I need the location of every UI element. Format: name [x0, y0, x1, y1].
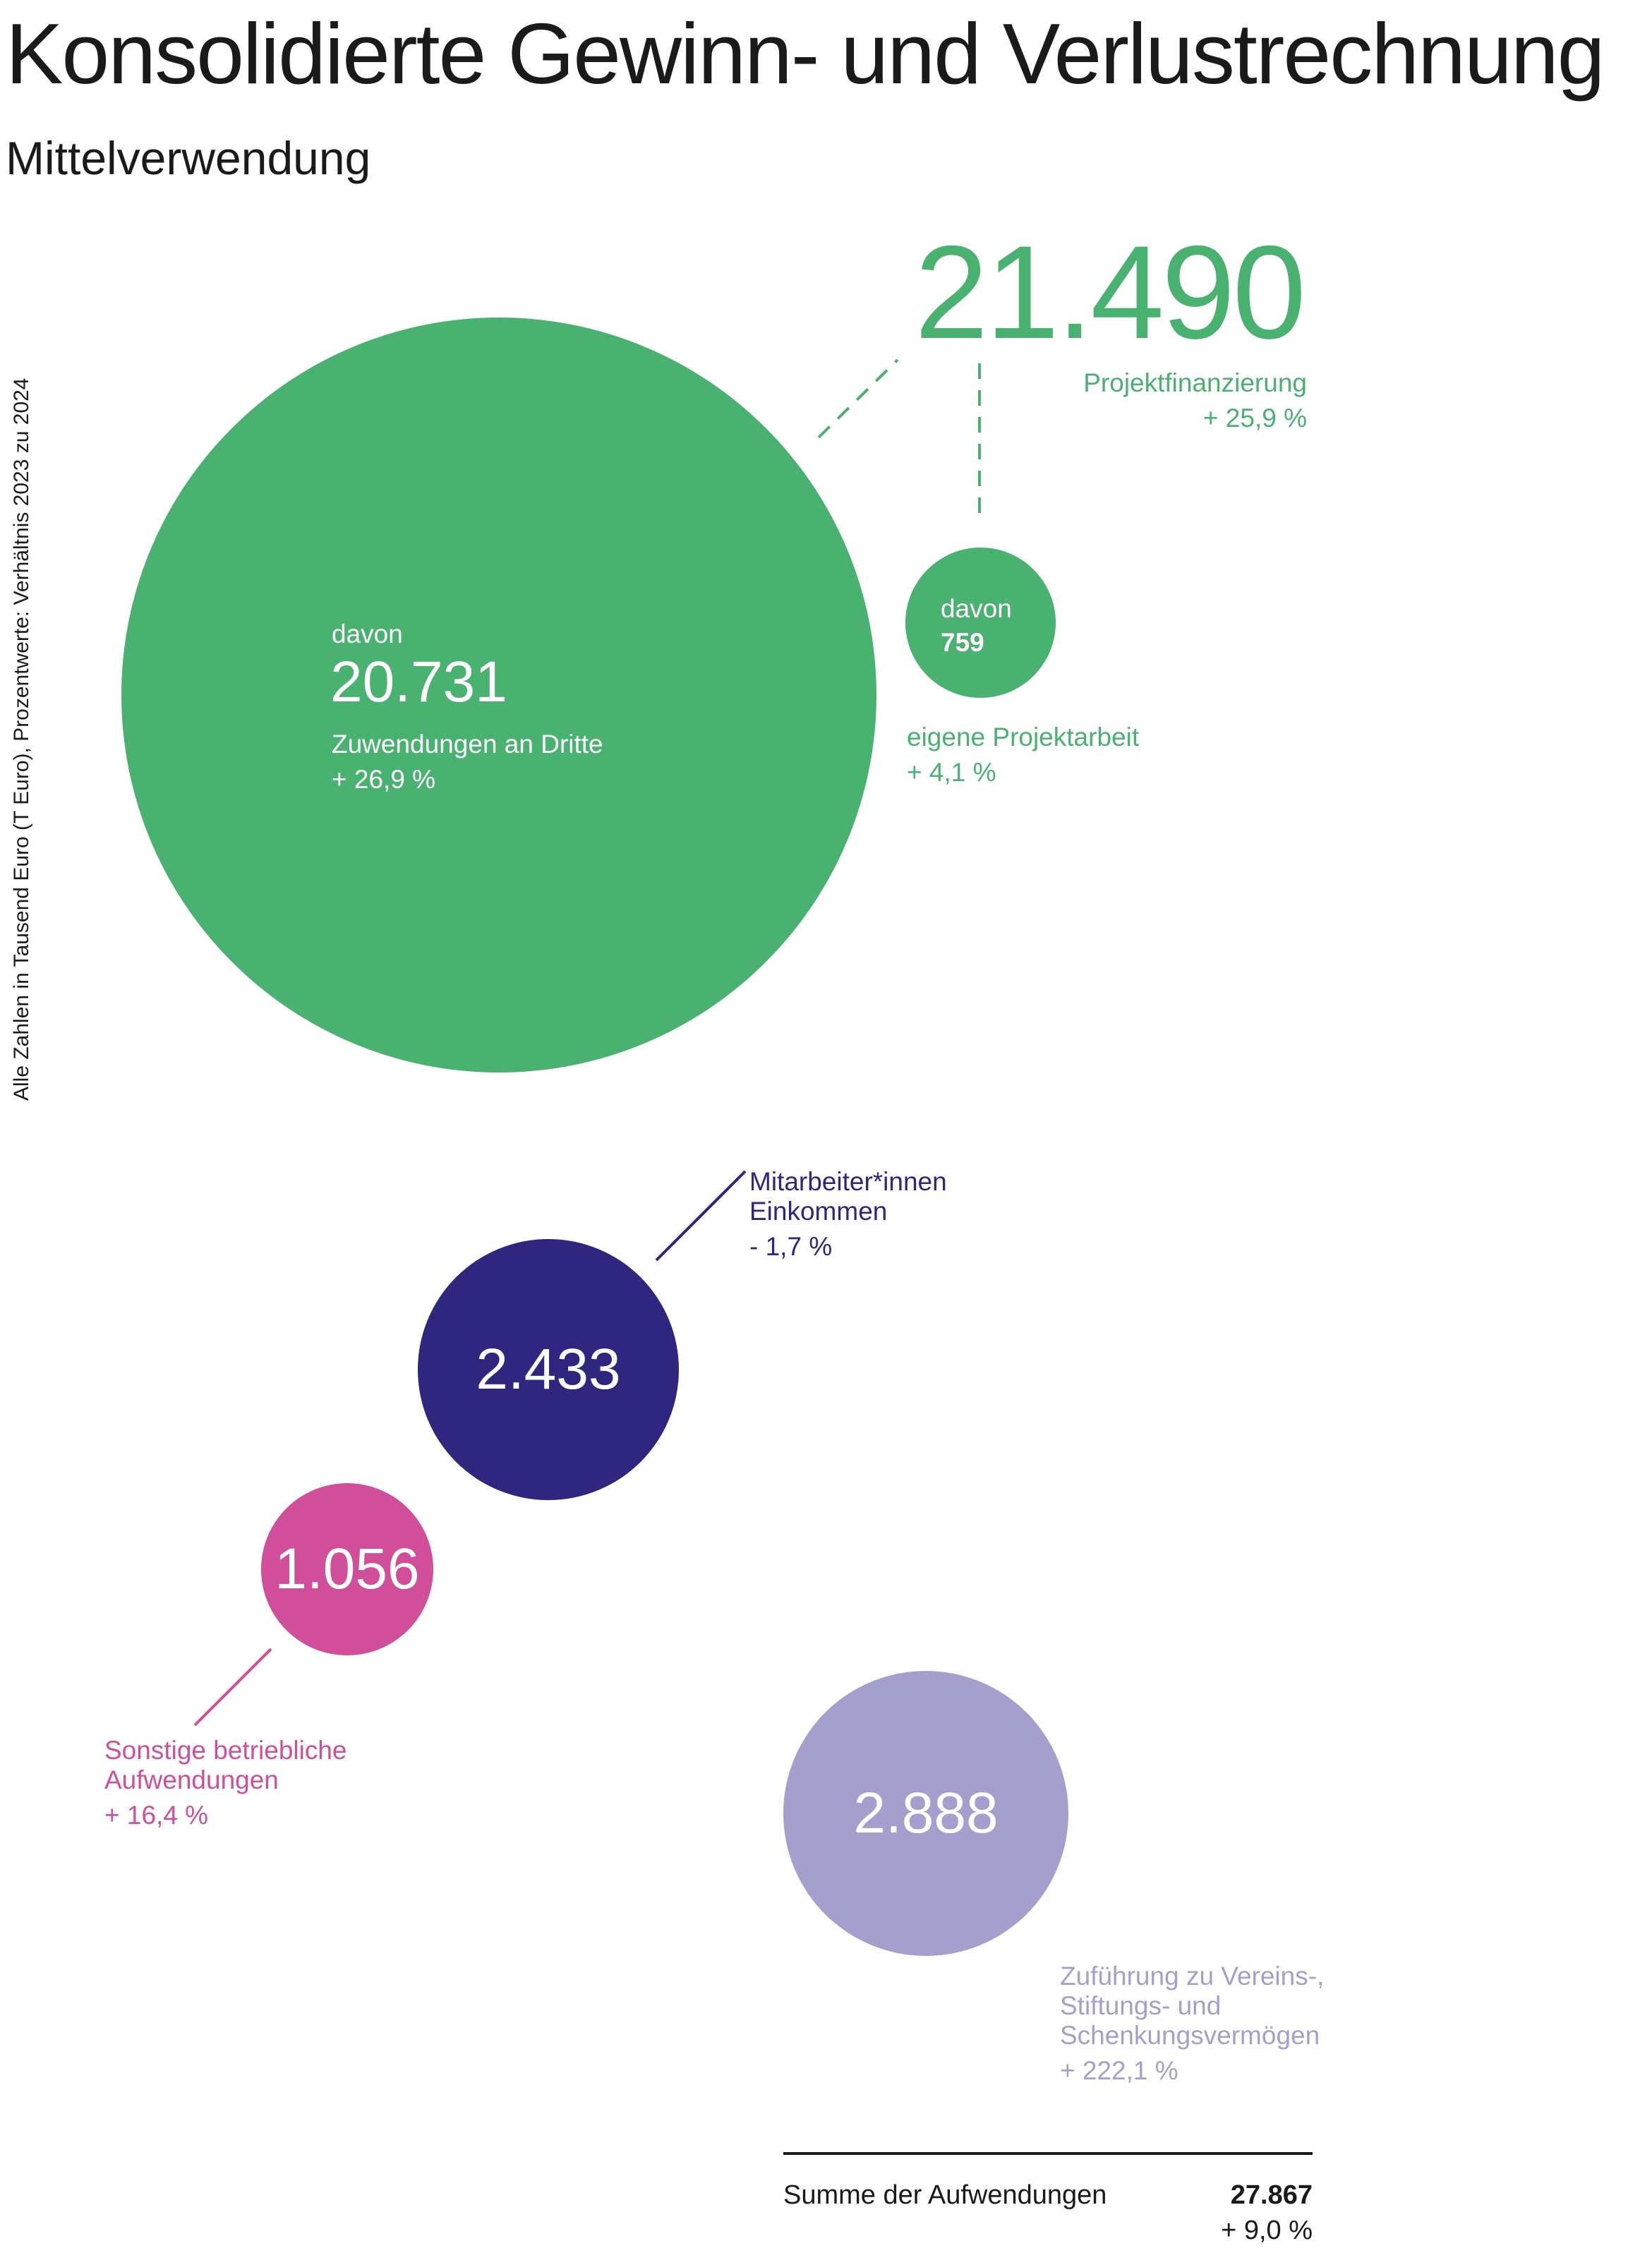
connector-staff [655, 1170, 747, 1262]
reserves-label-line2: Stiftungs- und [1060, 1991, 1222, 2020]
own-projects-label: eigene Projektarbeit [907, 723, 1140, 751]
grants-circle [121, 318, 876, 1073]
staff-label-line1: Mitarbeiter*innen [749, 1167, 947, 1196]
other-expenses-change: + 16,4 % [104, 1801, 209, 1830]
reserves-value: 2.888 [853, 1781, 999, 1845]
grants-prefix: davon [332, 620, 403, 648]
staff-circle: 2.433 [418, 1239, 679, 1500]
own-projects-prefix: davon [941, 594, 1012, 623]
summary-label: Summe der Aufwendungen [783, 2180, 1107, 2210]
grants-label: Zuwendungen an Dritte [332, 730, 603, 759]
own-projects-change: + 4,1 % [907, 758, 996, 787]
summary-value: 27.867 [1230, 2180, 1313, 2210]
other-expenses-label-line1: Sonstige betriebliche [104, 1736, 347, 1765]
reserves-change: + 222,1 % [1060, 2056, 1178, 2085]
grants-change: + 26,9 % [332, 765, 436, 794]
reserves-circle: 2.888 [783, 1671, 1068, 1956]
own-projects-value: 759 [941, 628, 984, 657]
staff-change: - 1,7 % [749, 1232, 833, 1261]
summary-change: + 9,0 % [1221, 2216, 1313, 2245]
project-financing-label: Projektfinanzierung [1083, 368, 1307, 397]
page-subtitle: Mittelverwendung [6, 132, 371, 184]
page-title: Konsolidierte Gewinn- und Verlustrechnun… [6, 6, 1605, 102]
reserves-label-line1: Zuführung zu Vereins-, [1060, 1962, 1325, 1991]
other-expenses-circle: 1.056 [261, 1483, 433, 1655]
other-expenses-label-line2: Aufwendungen [104, 1765, 279, 1794]
own-projects-circle [905, 548, 1056, 698]
project-financing-value: 21.490 [915, 218, 1306, 366]
grants-value: 20.731 [330, 650, 507, 714]
connector-total-to-grants [817, 358, 899, 439]
project-financing-change: + 25,9 % [1202, 404, 1307, 433]
reserves-label-line3: Schenkungsvermögen [1060, 2021, 1320, 2050]
staff-label-line2: Einkommen [749, 1197, 888, 1226]
staff-value: 2.433 [476, 1337, 621, 1401]
other-expenses-value: 1.056 [275, 1537, 420, 1601]
summary-divider [783, 2152, 1313, 2155]
connector-other [193, 1648, 272, 1727]
